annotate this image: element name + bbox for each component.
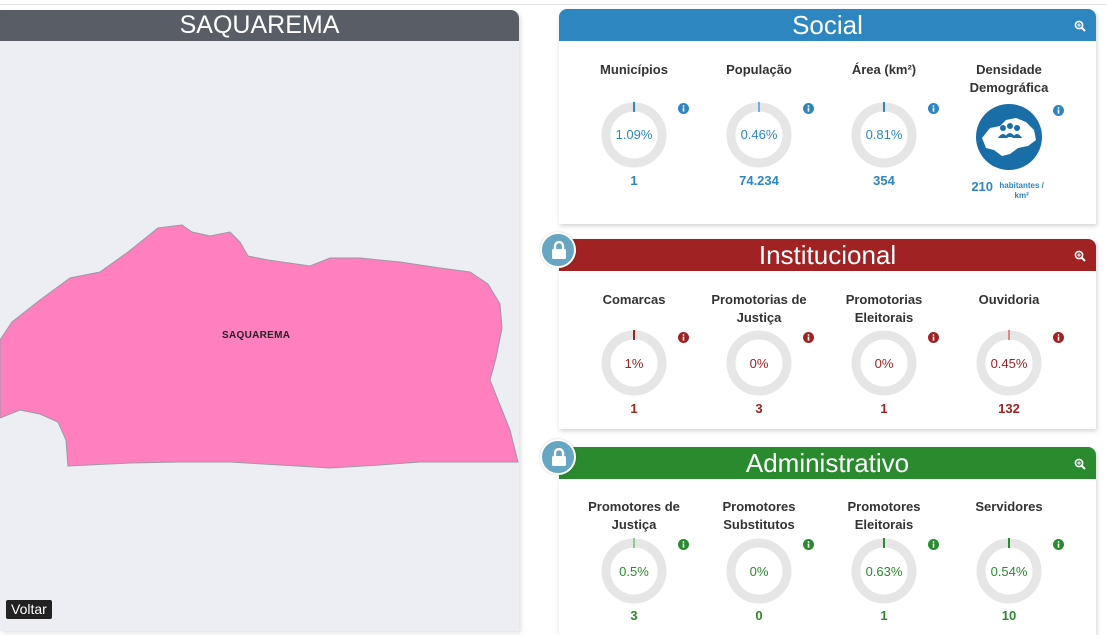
top-divider xyxy=(0,4,1107,5)
percent-donut xyxy=(851,102,917,168)
percent-donut xyxy=(601,330,667,396)
administrativo-lock[interactable] xyxy=(540,439,576,475)
percent-donut xyxy=(726,330,792,396)
percent-donut xyxy=(601,102,667,168)
zoom-icon[interactable] xyxy=(1074,250,1086,262)
percent-donut xyxy=(976,330,1042,396)
map-panel: SAQUAREMA SAQUAREMA Voltar xyxy=(0,10,519,631)
institucional-card: Institucional Comarcas 1% 1 Promotorias … xyxy=(559,239,1096,429)
info-icon[interactable] xyxy=(803,103,814,114)
percent-text: 0% xyxy=(749,564,769,579)
metric-label: Municípios xyxy=(600,62,668,77)
lock-icon xyxy=(552,241,566,259)
metric-label: Promotores de Justiça xyxy=(588,499,680,532)
metric-value: 1 xyxy=(880,401,888,416)
info-icon[interactable] xyxy=(678,539,689,550)
percent-text: 0% xyxy=(749,356,769,371)
metric-label: Servidores xyxy=(975,499,1043,514)
institucional-header: Institucional xyxy=(559,239,1096,271)
info-icon[interactable] xyxy=(928,539,939,550)
zoom-icon[interactable] xyxy=(1074,20,1086,32)
institucional-lock[interactable] xyxy=(540,232,576,268)
info-icon[interactable] xyxy=(678,332,689,343)
percent-text: 0.54% xyxy=(990,564,1028,579)
metric-value: 354 xyxy=(873,173,895,188)
percent-donut xyxy=(726,102,792,168)
percent-text: 0.46% xyxy=(740,127,778,142)
info-icon[interactable] xyxy=(928,332,939,343)
administrativo-header: Administrativo xyxy=(559,447,1096,479)
info-icon[interactable] xyxy=(1053,539,1064,550)
density-unit: habitantes / km² xyxy=(999,181,1044,200)
metric-value: 10 xyxy=(1001,608,1017,623)
metric-value: 1 xyxy=(630,401,638,416)
back-button[interactable]: Voltar xyxy=(6,600,52,619)
metric-value: 1 xyxy=(630,173,638,188)
info-icon[interactable] xyxy=(1053,105,1064,116)
metric-value: 1 xyxy=(880,608,888,623)
metric-label: Comarcas xyxy=(602,292,666,307)
percent-text: 0% xyxy=(874,356,894,371)
percent-donut xyxy=(726,538,792,604)
density-value: 210 xyxy=(971,179,994,194)
info-icon[interactable] xyxy=(803,332,814,343)
social-header: Social xyxy=(559,9,1096,41)
percent-donut xyxy=(851,538,917,604)
percent-text: 0.63% xyxy=(865,564,903,579)
saquarema-region[interactable] xyxy=(0,224,519,469)
metric-value: 74.234 xyxy=(739,173,779,188)
institucional-title: Institucional xyxy=(758,240,897,270)
percent-donut xyxy=(601,538,667,604)
lock-icon xyxy=(552,448,566,466)
metric-label: Área (km²) xyxy=(851,62,917,77)
administrativo-card: Administrativo Promotores de Justiça 0.5… xyxy=(559,447,1096,635)
percent-text: 1.09% xyxy=(615,127,653,142)
percent-text: 0.5% xyxy=(619,564,649,579)
info-icon[interactable] xyxy=(928,103,939,114)
map-title: SAQUAREMA xyxy=(0,10,519,41)
percent-donut xyxy=(976,538,1042,604)
metric-label: Promotorias Eleitorais xyxy=(845,292,923,325)
info-icon[interactable] xyxy=(1053,332,1064,343)
percent-text: 0.45% xyxy=(990,356,1028,371)
municipality-map[interactable] xyxy=(0,41,519,631)
metric-value: 3 xyxy=(755,401,763,416)
region-label: SAQUAREMA xyxy=(222,330,291,341)
metric-value: 132 xyxy=(998,401,1020,416)
metric-label: Densidade Demográfica xyxy=(969,62,1049,95)
percent-text: 1% xyxy=(624,356,644,371)
social-title: Social xyxy=(792,10,863,40)
population-map-icon xyxy=(976,104,1042,170)
metric-label: População xyxy=(726,62,792,77)
metric-label: Promotorias de Justiça xyxy=(711,292,807,325)
social-card: Social Municípios 1.09% 1 População 0.46… xyxy=(559,9,1096,224)
info-icon[interactable] xyxy=(678,103,689,114)
metric-value: 210 habitantes / km² xyxy=(949,179,1069,201)
percent-text: 0.81% xyxy=(865,127,903,142)
metric-value: 0 xyxy=(755,608,763,623)
metric-label: Promotores Substitutos xyxy=(722,499,796,532)
metric-value: 3 xyxy=(630,608,638,623)
zoom-icon[interactable] xyxy=(1074,458,1086,470)
percent-donut xyxy=(851,330,917,396)
metric-label: Ouvidoria xyxy=(978,292,1040,307)
metric-label: Promotores Eleitorais xyxy=(847,499,921,532)
administrativo-title: Administrativo xyxy=(745,448,910,478)
info-icon[interactable] xyxy=(803,539,814,550)
